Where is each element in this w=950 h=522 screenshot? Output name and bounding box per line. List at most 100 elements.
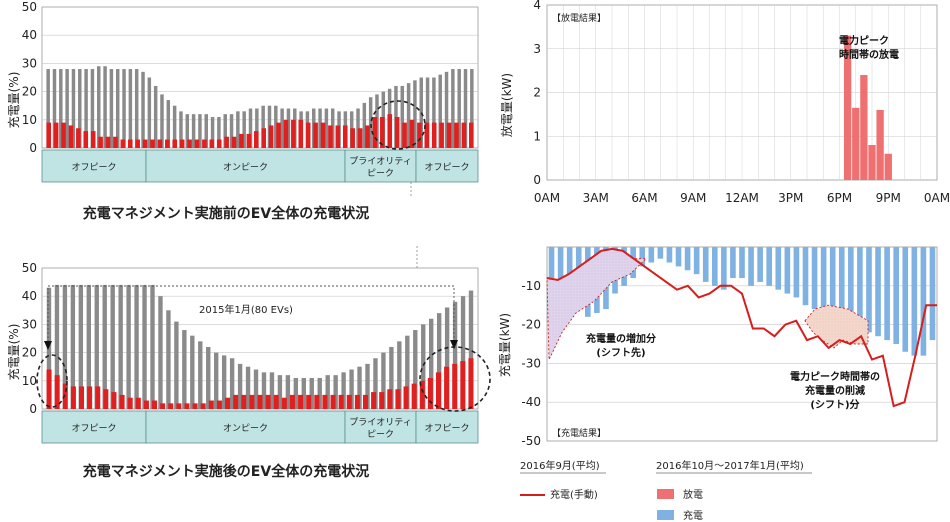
bar-total (223, 114, 227, 148)
bar-red (411, 383, 417, 409)
bar-total (115, 69, 120, 148)
band-label: オンピーク (223, 423, 268, 434)
bar-red (460, 361, 466, 409)
charge-bar (684, 247, 691, 271)
bar-total (84, 69, 88, 148)
bar-red (105, 136, 111, 148)
bar-red (289, 394, 295, 409)
highlight-circle (370, 100, 426, 150)
bar-red (127, 139, 133, 148)
bar-total (147, 77, 152, 148)
bar-total (248, 108, 253, 148)
charge-bar (548, 247, 555, 279)
bar-red (276, 122, 281, 148)
band-label: オフピーク (424, 423, 469, 434)
bar-red (135, 397, 141, 409)
legend: 2016年9月(平均) 2016年10月〜2017年1月(平均) 充電(手動) … (520, 459, 812, 522)
bar-red (111, 392, 117, 409)
discharge-bar (884, 153, 892, 180)
bar-total (78, 69, 82, 148)
y-tick-label: 20 (22, 346, 37, 360)
x-tick-label: 3PM (778, 191, 803, 205)
bar-red (314, 394, 320, 409)
x-tick-label: 6AM (631, 191, 657, 205)
bar-red (160, 403, 166, 409)
discharge-bar (852, 107, 860, 180)
charge-bar (875, 247, 881, 337)
bar-total (221, 355, 227, 409)
y-tick-label: 0 (29, 402, 37, 416)
title-before: 充電マネジメント実施前のEV全体の充電状況 (83, 205, 369, 222)
bar-total (242, 111, 246, 148)
bar-red (192, 403, 198, 409)
bar-total (70, 284, 76, 409)
bar-red (78, 386, 85, 409)
bar-red (216, 400, 222, 409)
bar-total (179, 111, 183, 148)
bar-total (190, 335, 195, 409)
x-tick-label: 6PM (827, 191, 852, 205)
charge-bar (902, 247, 909, 352)
bar-total (274, 105, 278, 148)
decrease-annotation: 電力ピーク時間帯の (790, 370, 880, 383)
highlight-circle-left (36, 354, 68, 408)
bar-red (231, 136, 237, 148)
charge-bar (848, 247, 854, 325)
band (415, 410, 479, 444)
bar-total (86, 284, 91, 409)
x-tick-label: 0AM (534, 191, 560, 205)
discharge-bar (843, 35, 852, 180)
band-label: オフピーク (71, 162, 116, 173)
bar-red (346, 394, 352, 409)
bar-total (109, 69, 114, 148)
bar-red (365, 125, 370, 148)
bar-total (468, 290, 474, 409)
y-tick-label: 2 (533, 86, 541, 100)
bar-total (102, 284, 107, 409)
discharge-annotation: 電力ピーク (839, 34, 889, 47)
charge-bar (693, 247, 700, 275)
bar-total (62, 284, 68, 409)
bar-total (463, 69, 468, 148)
bar-red (53, 122, 59, 148)
bar-total (229, 358, 235, 409)
highlight-circle-right (419, 346, 491, 412)
bar-red (241, 394, 247, 409)
bar-red (98, 136, 103, 148)
band-label: ピーク (367, 168, 394, 179)
bar-total (470, 69, 474, 148)
bar-red (90, 131, 96, 148)
bar-red (257, 394, 263, 409)
bar-red (454, 122, 459, 148)
legend-discharge-label: 放電 (683, 488, 703, 501)
bar-total (389, 346, 394, 409)
bar-total (94, 284, 99, 409)
bar-red (152, 400, 158, 409)
y-tick-label: 50 (22, 0, 37, 14)
bar-total (394, 85, 398, 148)
bar-red (268, 125, 274, 148)
y-tick-label: 4 (533, 0, 541, 12)
bar-red (143, 400, 149, 409)
y-tick-label: 30 (22, 317, 37, 331)
charge-bar (557, 247, 564, 286)
bar-red (338, 394, 344, 409)
bar-red (168, 403, 174, 409)
bar-red (354, 394, 360, 409)
bar-red (328, 125, 333, 148)
bar-red (194, 139, 200, 148)
bar-red (150, 139, 155, 148)
charge-bar (820, 247, 827, 313)
band-label: プライオリティ (349, 156, 411, 167)
discharge-bar (860, 75, 868, 180)
bar-red (119, 394, 125, 409)
bar-red (261, 128, 267, 148)
bar-total (90, 69, 95, 148)
bar-red (439, 122, 444, 148)
bar-total (357, 366, 362, 409)
bar-total (309, 377, 314, 409)
bar-total (52, 69, 57, 148)
bar-total (142, 284, 147, 409)
